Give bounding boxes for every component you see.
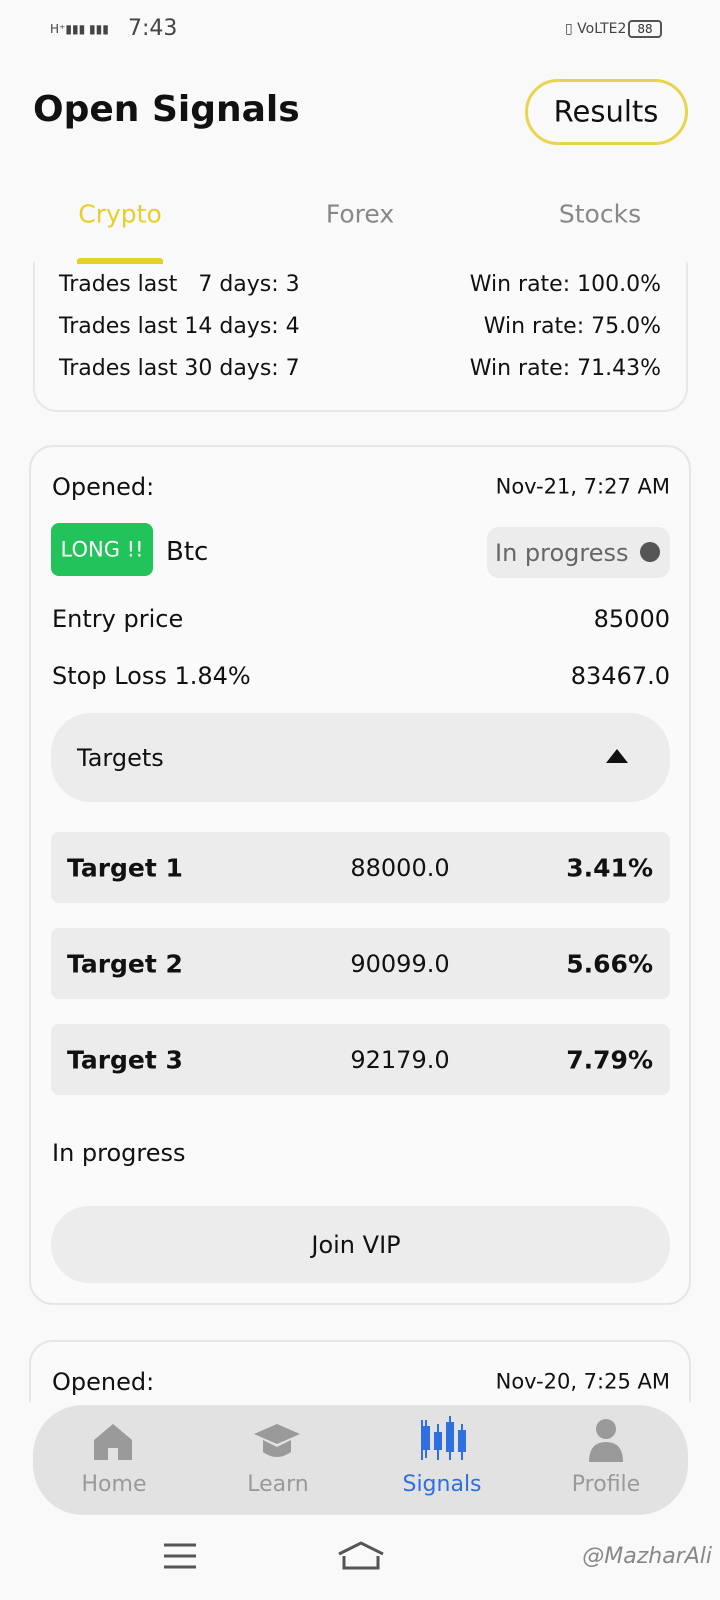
nav-label[interactable]: Home <box>81 1472 147 1497</box>
status-text: In progress <box>52 1139 186 1167</box>
home-icon[interactable] <box>90 1420 136 1462</box>
tab[interactable]: Stocks <box>558 199 642 229</box>
tab[interactable]: Forex <box>325 199 395 229</box>
watermark: @MazharAli <box>582 1544 712 1569</box>
progress-icon <box>640 542 660 562</box>
tab-active[interactable]: Crypto <box>78 199 162 229</box>
entry-value: 85000 <box>593 605 670 633</box>
battery <box>628 20 662 38</box>
target-row <box>51 832 670 903</box>
nav-label[interactable]: Profile <box>571 1472 641 1497</box>
page-title: Open Signals <box>33 89 300 130</box>
target-row <box>51 928 670 999</box>
results-label[interactable]: Results <box>553 94 659 129</box>
target-price: 88000.0 <box>350 854 450 882</box>
profile-icon[interactable] <box>588 1418 624 1464</box>
stats-winrate: Win rate: 71.43% <box>469 356 661 381</box>
opened-date: Nov-20, 7:25 AM <box>495 1369 670 1394</box>
target-row <box>51 1024 670 1095</box>
home-key[interactable] <box>336 1540 386 1572</box>
stats-label: Trades last 7 days: 3 <box>59 272 300 297</box>
header-bg <box>0 50 720 262</box>
stats-winrate: Win rate: 100.0% <box>469 272 661 297</box>
nav-bar <box>33 1405 688 1515</box>
nav-label-active[interactable]: Signals <box>402 1472 482 1497</box>
clock: 7:43 <box>128 16 178 41</box>
tab-indicator <box>77 258 163 264</box>
join-vip-label[interactable]: Join VIP <box>311 1231 401 1259</box>
target-percent: 3.41% <box>566 853 653 883</box>
learn-icon[interactable] <box>252 1420 302 1462</box>
targets-toggle[interactable] <box>51 713 670 802</box>
target-name: Target 3 <box>67 1045 183 1075</box>
battery-level: 88 <box>637 22 653 36</box>
target-percent: 5.66% <box>566 949 653 979</box>
collapse-arrow[interactable] <box>606 749 628 763</box>
join-vip-button[interactable] <box>51 1206 670 1283</box>
entry-label: Entry price <box>52 605 184 633</box>
status-icons: ▯ VoLTE2 <box>565 21 627 37</box>
nav-label[interactable]: Learn <box>247 1472 309 1497</box>
stop-value: 83467.0 <box>570 662 670 690</box>
target-price: 92179.0 <box>350 1046 450 1074</box>
stats-label: Trades last 30 days: 7 <box>59 356 300 381</box>
results-button[interactable] <box>525 79 688 145</box>
target-name: Target 2 <box>67 949 183 979</box>
target-name: Target 1 <box>67 853 183 883</box>
status-pill <box>487 527 670 578</box>
opened-label: Opened: <box>52 1368 155 1396</box>
long-badge <box>51 523 153 576</box>
opened-date: Nov-21, 7:27 AM <box>495 474 670 499</box>
status-pill-label: In progress <box>495 539 629 567</box>
target-price: 90099.0 <box>350 950 450 978</box>
stats-label: Trades last 14 days: 4 <box>59 314 300 339</box>
signal-icon: H⁺▮▮▮ ▮▮▮ <box>50 22 109 36</box>
long-label: LONG !! <box>60 537 144 562</box>
targets-label[interactable]: Targets <box>77 744 164 772</box>
menu-key[interactable] <box>162 1542 198 1570</box>
signals-icon[interactable] <box>418 1416 468 1464</box>
stop-label: Stop Loss 1.84% <box>52 662 251 690</box>
coin: Btc <box>166 537 209 567</box>
target-percent: 7.79% <box>566 1045 653 1075</box>
stats-winrate: Win rate: 75.0% <box>483 314 661 339</box>
opened-label: Opened: <box>52 473 155 501</box>
